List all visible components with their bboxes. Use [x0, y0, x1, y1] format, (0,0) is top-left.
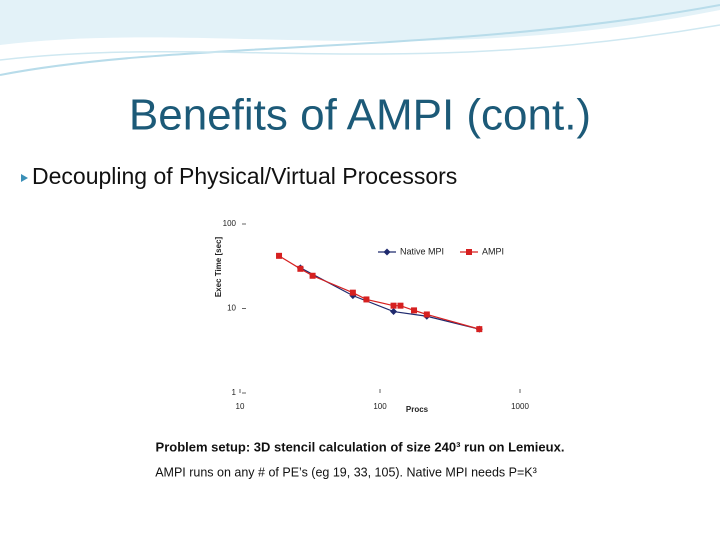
wave: [0, 0, 720, 45]
series-line: [278, 255, 480, 330]
legend-marker: [383, 248, 391, 256]
data-point: [397, 302, 404, 309]
wave-line: [0, 24, 720, 61]
y-tick-label: 100: [223, 219, 237, 228]
data-point: [309, 272, 316, 279]
data-point: [363, 296, 370, 303]
data-point: [423, 311, 430, 318]
note: AMPI runs on any # of PE’s (eg 19, 33, 1…: [155, 465, 537, 479]
data-point: [476, 326, 483, 333]
y-tick-label: 10: [227, 304, 236, 313]
bullet-text: Decoupling of Physical/Virtual Processor…: [32, 163, 457, 189]
legend-label: AMPI: [482, 246, 504, 256]
data-point: [276, 252, 283, 259]
x-tick-label: 100: [373, 402, 387, 411]
legend-label: Native MPI: [400, 246, 444, 256]
data-point: [390, 302, 397, 309]
y-tick-label: 1: [232, 388, 237, 397]
data-point: [390, 308, 398, 316]
data-point: [411, 307, 418, 314]
y-axis-label: Exec Time [sec]: [214, 237, 223, 298]
legend-marker: [466, 249, 472, 255]
note: Problem setup: 3D stencil calculation of…: [156, 439, 565, 454]
x-tick-label: 10: [236, 402, 245, 411]
chart: 1 10 100 10 100 1000 Exec Time [sec] Procs Nativ…: [214, 219, 529, 414]
data-point: [297, 265, 304, 272]
wave-line: [0, 4, 720, 76]
x-axis-label: Procs: [406, 405, 429, 414]
data-point: [349, 289, 356, 296]
x-tick-label: 1000: [511, 402, 529, 411]
chart-area: [206, 212, 531, 426]
bullet-icon: [21, 174, 28, 182]
slide-title: Benefits of AMPI (cont.): [129, 91, 591, 140]
